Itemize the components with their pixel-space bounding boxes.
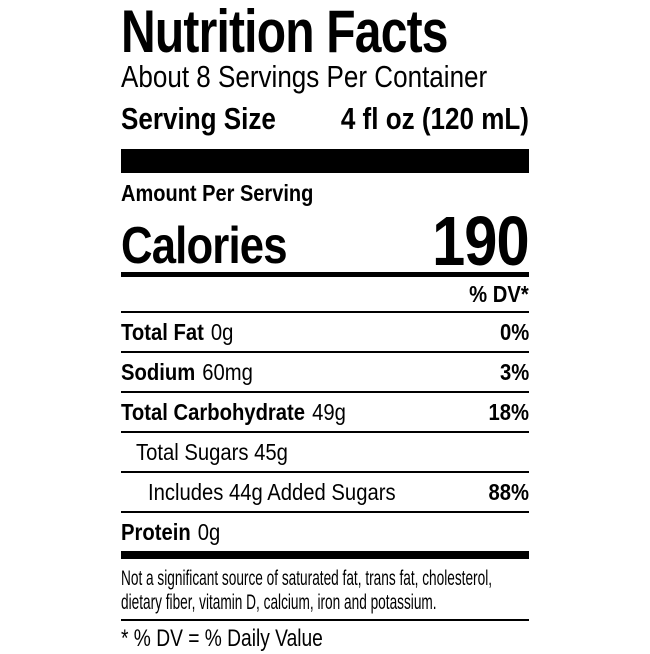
nutrient-name-bold: Sodium bbox=[121, 359, 196, 385]
calories-rule bbox=[121, 272, 529, 277]
nutrient-name-bold: Protein bbox=[121, 519, 191, 545]
nutrient-amount: Total Sugars 45g bbox=[136, 439, 288, 465]
header-separator-bar bbox=[121, 149, 529, 173]
nutrient-amount: 0g bbox=[197, 519, 221, 545]
footnote-rule bbox=[121, 619, 529, 621]
nutrient-name: Sodium 60mg bbox=[121, 353, 253, 392]
calories-label: Calories bbox=[121, 217, 288, 275]
calories-row: Calories 190 bbox=[121, 206, 530, 276]
nutrient-name: Includes 44g Added Sugars bbox=[148, 473, 396, 512]
nutrient-name: Protein 0g bbox=[121, 513, 220, 552]
nutrition-facts-label: Nutrition Facts About 8 Servings Per Con… bbox=[121, 0, 530, 654]
servings-per-container: About 8 Servings Per Container bbox=[121, 59, 488, 94]
nutrient-name-bold: Total Carbohydrate bbox=[121, 399, 306, 425]
footnote-separator-bar bbox=[121, 551, 529, 559]
label-title: Nutrition Facts bbox=[121, 0, 448, 65]
nutrient-amount: 49g bbox=[312, 399, 346, 425]
nutrient-daily-value: 3% bbox=[499, 359, 529, 385]
calories-value: 190 bbox=[432, 202, 530, 280]
serving-size-value: 4 fl oz (120 mL) bbox=[340, 101, 529, 136]
nutrient-amount: Includes 44g Added Sugars bbox=[148, 479, 396, 505]
daily-value-header: % DV* bbox=[469, 281, 529, 307]
nutrient-name: Total Sugars 45g bbox=[136, 433, 288, 472]
nutrient-rows: Total Fat 0g 0% Sodium 60mg 3% Total Carbo… bbox=[121, 311, 529, 551]
daily-value-note: * % DV = % Daily Value bbox=[121, 625, 323, 652]
nutrient-daily-value: 88% bbox=[488, 479, 529, 505]
serving-size-row: Serving Size 4 fl oz (120 mL) bbox=[121, 96, 529, 142]
nutrient-daily-value: 0% bbox=[499, 319, 529, 345]
nutrient-row: Total Fat 0g 0% bbox=[121, 311, 529, 351]
nutrient-name: Total Carbohydrate 49g bbox=[121, 393, 346, 432]
serving-size-label: Serving Size bbox=[121, 101, 276, 136]
daily-value-header-row: % DV* bbox=[121, 277, 529, 311]
nutrient-daily-value: 18% bbox=[488, 399, 529, 425]
nutrient-row: Protein 0g bbox=[121, 511, 529, 551]
nutrient-row: Sodium 60mg 3% bbox=[121, 351, 529, 391]
nutrient-row: Total Carbohydrate 49g 18% bbox=[121, 391, 529, 431]
nutrient-name: Total Fat 0g bbox=[121, 313, 233, 352]
nutrient-row: Includes 44g Added Sugars 88% bbox=[121, 471, 529, 511]
nutrient-amount: 60mg bbox=[202, 359, 253, 385]
nutrient-name-bold: Total Fat bbox=[121, 319, 204, 345]
footnote-line1: Not a significant source of saturated fa… bbox=[121, 567, 493, 590]
amount-per-serving-label: Amount Per Serving bbox=[121, 180, 314, 206]
footnote: Not a significant source of saturated fa… bbox=[121, 567, 493, 615]
footnote-line2: dietary fiber, vitamin D, calcium, iron … bbox=[121, 591, 437, 614]
nutrient-amount: 0g bbox=[210, 319, 234, 345]
nutrient-row: Total Sugars 45g bbox=[121, 431, 529, 471]
